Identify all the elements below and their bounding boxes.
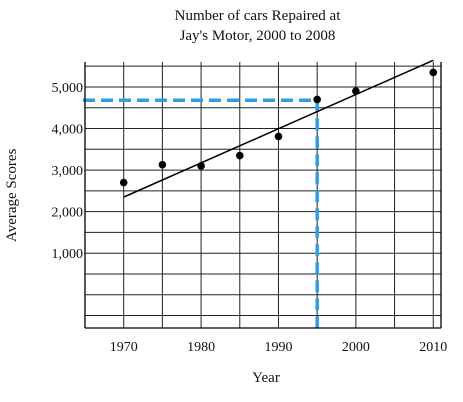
y-tick-label: 2,000 bbox=[52, 206, 84, 221]
data-points bbox=[119, 68, 438, 187]
x-tick-label: 2000 bbox=[342, 340, 370, 355]
chart-title: Number of cars Repaired at Jay's Motor, … bbox=[0, 6, 463, 46]
x-tick-labels: 1970 1980 1990 2000 2010 bbox=[110, 340, 448, 355]
guide-lines bbox=[83, 98, 319, 330]
data-point bbox=[158, 160, 167, 169]
axes bbox=[84, 62, 442, 329]
x-tick-label: 1970 bbox=[110, 340, 138, 355]
chart-title-line-1: Number of cars Repaired at bbox=[174, 8, 341, 24]
data-point bbox=[313, 95, 321, 104]
data-point bbox=[119, 178, 128, 187]
y-tick-label: 3,000 bbox=[52, 164, 84, 179]
data-point bbox=[235, 151, 244, 160]
y-tick-label: 1,000 bbox=[52, 247, 84, 262]
data-point bbox=[197, 162, 205, 170]
trend-line bbox=[123, 59, 434, 198]
chart-title-line-2: Jay's Motor, 2000 to 2008 bbox=[179, 28, 336, 44]
data-point bbox=[429, 68, 438, 77]
y-tick-label: 5,000 bbox=[52, 81, 84, 96]
y-tick-labels: 1,000 2,000 3,000 4,000 5,000 bbox=[52, 81, 84, 262]
trend-line-group bbox=[123, 59, 434, 198]
y-tick-label: 4,000 bbox=[52, 123, 84, 138]
data-point bbox=[352, 87, 360, 95]
data-point bbox=[274, 132, 283, 141]
x-tick-label: 1990 bbox=[264, 340, 292, 355]
grid bbox=[85, 62, 441, 328]
x-tick-label: 2010 bbox=[419, 340, 447, 355]
x-axis-label: Year bbox=[252, 370, 280, 386]
x-tick-label: 1980 bbox=[187, 340, 215, 355]
